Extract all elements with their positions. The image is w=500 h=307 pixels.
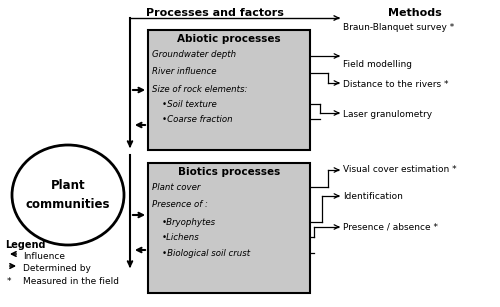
Text: Plant cover: Plant cover: [152, 183, 200, 192]
Text: Methods: Methods: [388, 8, 442, 18]
Text: Influence: Influence: [23, 252, 65, 261]
Text: Legend: Legend: [5, 240, 46, 250]
Text: *    Measured in the field: * Measured in the field: [7, 277, 119, 286]
Text: Plant
communities: Plant communities: [26, 179, 110, 211]
Text: Biotics processes: Biotics processes: [178, 167, 280, 177]
Text: River influence: River influence: [152, 67, 216, 76]
Text: •Bryophytes: •Bryophytes: [162, 218, 216, 227]
Text: Abiotic processes: Abiotic processes: [177, 34, 281, 44]
Text: Processes and factors: Processes and factors: [146, 8, 284, 18]
Text: Presence / absence *: Presence / absence *: [343, 222, 438, 231]
FancyBboxPatch shape: [148, 163, 310, 293]
Text: •Coarse fraction: •Coarse fraction: [162, 115, 232, 124]
Text: •Soil texture: •Soil texture: [162, 100, 217, 109]
Text: •Biological soil crust: •Biological soil crust: [162, 249, 250, 258]
Text: Braun-Blanquet survey *: Braun-Blanquet survey *: [343, 23, 454, 32]
Ellipse shape: [12, 145, 124, 245]
Text: Determined by: Determined by: [23, 264, 91, 273]
Text: Identification: Identification: [343, 192, 403, 201]
Text: Groundwater depth: Groundwater depth: [152, 50, 236, 59]
Text: Distance to the rivers *: Distance to the rivers *: [343, 80, 448, 89]
Text: Size of rock elements:: Size of rock elements:: [152, 85, 248, 94]
FancyBboxPatch shape: [148, 30, 310, 150]
Text: Laser granulometry: Laser granulometry: [343, 110, 432, 119]
Text: Field modelling: Field modelling: [343, 60, 412, 69]
Text: •Lichens: •Lichens: [162, 233, 200, 242]
Text: Visual cover estimation *: Visual cover estimation *: [343, 165, 456, 174]
Text: Presence of :: Presence of :: [152, 200, 208, 209]
